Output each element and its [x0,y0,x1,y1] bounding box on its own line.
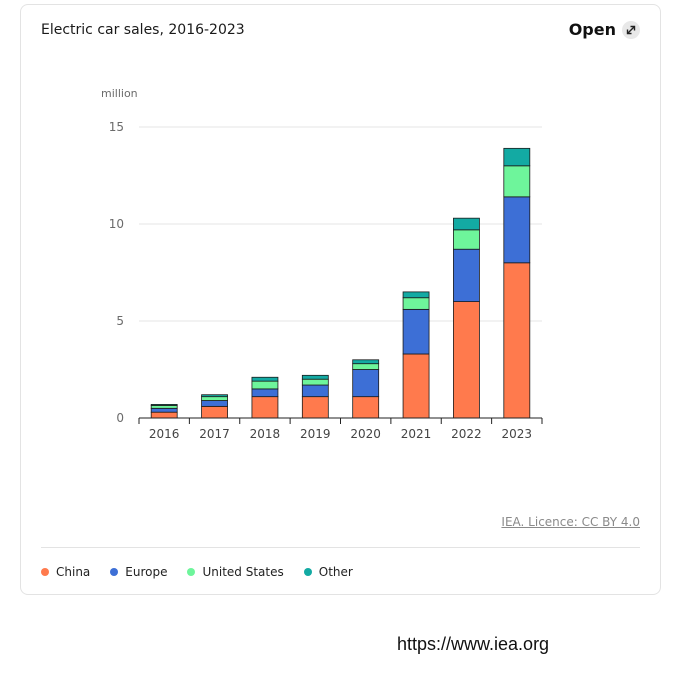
legend: China Europe United States Other [41,565,353,579]
bar-segment-europe-2017[interactable] [201,400,228,407]
x-tick-label: 2021 [401,427,432,441]
x-tick-label: 2022 [451,427,482,441]
legend-item-china[interactable]: China [41,565,90,579]
bar-segment-other-2021[interactable] [402,291,430,299]
y-tick-label: 0 [116,411,124,425]
y-tick-label: 5 [116,314,124,328]
bar-segment-united-states-2023[interactable] [503,165,531,198]
bar-segment-china-2018[interactable] [251,396,279,419]
bar-segment-united-states-2019[interactable] [301,378,329,386]
bar-segment-united-states-2022[interactable] [453,229,480,250]
y-tick-label: 10 [109,217,124,231]
stacked-bar-chart: 0 5 10 15 2016 2017 2018 2019 2020 2021 2022 2023 m… [101,87,543,441]
y-axis-label: million [101,87,138,100]
x-tick-label: 2017 [199,427,230,441]
bar-segment-china-2017[interactable] [201,405,228,419]
y-tick-label: 15 [109,120,124,134]
bar-segment-china-2019[interactable] [301,396,329,419]
legend-item-other[interactable]: Other [303,565,353,579]
chart-card: Electric car sales, 2016-2023 Open 0 5 10 1… [20,4,661,595]
bar-segment-united-states-2020[interactable] [352,363,380,370]
bar-segment-europe-2018[interactable] [251,388,279,398]
expand-arrow-icon [622,20,640,39]
legend-dot [41,568,49,576]
legend-dot [303,568,312,576]
legend-item-europe[interactable]: Europe [110,565,167,579]
chart-title: Electric car sales, 2016-2023 [41,22,245,38]
bar-segment-china-2020[interactable] [352,396,380,419]
bar-segment-united-states-2018[interactable] [251,380,279,390]
bar-segment-other-2019[interactable] [301,374,329,380]
bar-segment-united-states-2016[interactable] [150,404,178,409]
bar-segment-other-2017[interactable] [201,394,228,398]
bar-segment-other-2018[interactable] [251,376,279,382]
x-tick-label: 2020 [350,427,381,441]
bar-segment-europe-2016[interactable] [150,407,178,413]
x-tick-label: 2016 [149,427,180,441]
bar-segment-europe-2020[interactable] [352,369,380,398]
bar-segment-china-2016[interactable] [150,411,178,419]
bar-segment-other-2023[interactable] [503,147,531,167]
bar-segment-china-2023[interactable] [503,262,531,419]
legend-label: Europe [125,565,168,579]
bar-segment-united-states-2017[interactable] [201,396,228,401]
bar-segment-europe-2023[interactable] [503,196,531,264]
open-label: Open [568,20,616,39]
bar-segment-china-2021[interactable] [402,353,430,419]
x-tick-label: 2018 [250,427,281,441]
legend-item-united-states[interactable]: United States [187,565,284,579]
legend-label: China [56,565,91,579]
source-url: https://www.iea.org [397,634,550,654]
bar-segment-europe-2019[interactable] [301,384,329,398]
bar-segment-united-states-2021[interactable] [402,297,430,310]
legend-dot [110,568,119,576]
bar-segment-china-2022[interactable] [453,301,480,419]
bar-segment-europe-2021[interactable] [402,308,430,355]
legend-divider [41,547,640,548]
bar-segment-other-2020[interactable] [352,359,380,365]
bar-segment-other-2016[interactable] [150,404,178,406]
x-tick-label: 2023 [502,427,533,441]
licence-link[interactable]: IEA. Licence: CC BY 4.0 [501,515,640,529]
bar-segment-europe-2022[interactable] [453,248,480,303]
legend-label: United States [202,565,284,579]
legend-label: Other [318,565,353,579]
legend-dot [187,568,196,576]
bar-segment-other-2022[interactable] [453,217,480,231]
open-button[interactable]: Open [569,20,640,39]
x-tick-label: 2019 [300,427,331,441]
